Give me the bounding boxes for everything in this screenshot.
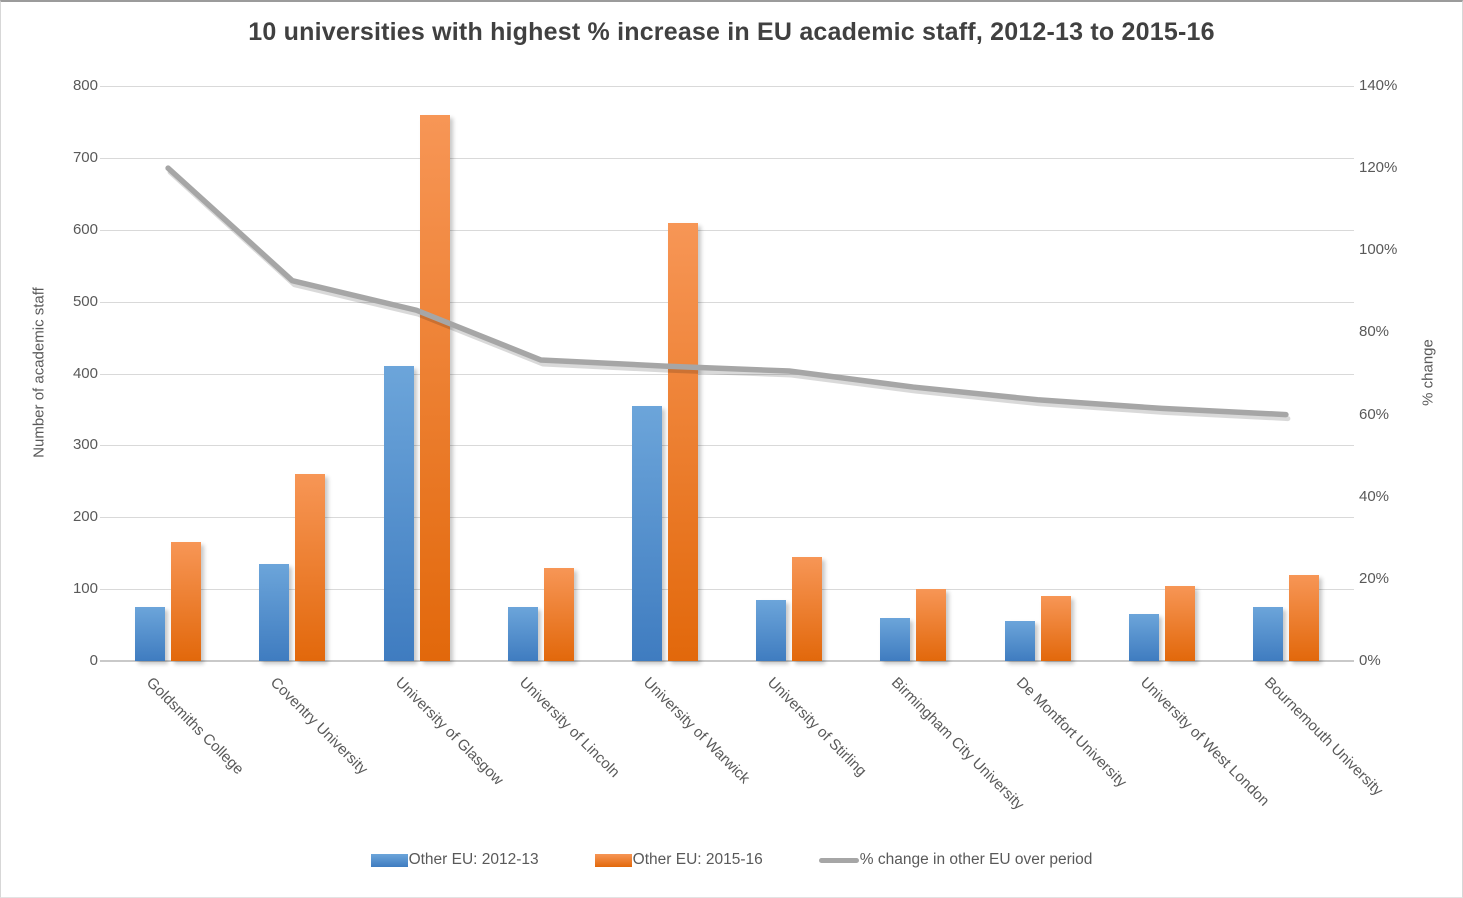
trend-line xyxy=(165,165,1289,418)
category-label-university-of-stirling: University of Stirling xyxy=(764,674,870,780)
x-axis-line xyxy=(100,660,1354,662)
gridline-400 xyxy=(100,373,1354,375)
left-tick-700: 700 xyxy=(72,148,98,166)
category-label-university-of-lincoln: University of Lincoln xyxy=(515,674,623,781)
bar-other-eu-2015-16-university-of-lincoln xyxy=(543,567,574,661)
bar-other-eu-2012-13-bournemouth-university xyxy=(1252,607,1283,661)
right-tick-80pct: 80% xyxy=(1359,323,1390,341)
legend-swatch-other-eu-2015-16 xyxy=(594,853,632,867)
right-tick-140pct: 140% xyxy=(1359,77,1398,94)
category-label-university-of-glasgow: University of Glasgow xyxy=(391,674,507,789)
bar-other-eu-2015-16-de-montfort-university xyxy=(1040,596,1071,661)
category-label-de-montfort-university: De Montfort University xyxy=(1012,674,1130,791)
bar-other-eu-2015-16-bournemouth-university xyxy=(1288,574,1319,661)
bar-other-eu-2015-16-birmingham-city-university xyxy=(916,589,947,661)
right-tick-60pct: 60% xyxy=(1359,405,1390,423)
bar-other-eu-2015-16-university-of-stirling xyxy=(792,556,823,661)
bar-other-eu-2012-13-university-of-west-london xyxy=(1128,614,1159,661)
bar-other-eu-2015-16-university-of-warwick xyxy=(667,222,698,661)
left-tick-300: 300 xyxy=(72,436,98,454)
bar-other-eu-2015-16-goldsmiths-college xyxy=(171,542,202,661)
gridline-600 xyxy=(100,229,1354,231)
chart-title: 10 universities with highest % increase … xyxy=(248,18,1215,46)
legend-item--change-in-other-eu-over-period: % change in other EU over period xyxy=(818,851,1093,869)
right-tick-0pct: 0% xyxy=(1359,652,1381,669)
left-tick-0: 0 xyxy=(89,652,98,669)
legend-item-other-eu-2012-13: Other EU: 2012-13 xyxy=(370,851,539,869)
gridline-500 xyxy=(100,301,1354,303)
legend-label--change-in-other-eu-over-period: % change in other EU over period xyxy=(859,851,1093,868)
left-tick-600: 600 xyxy=(72,220,98,238)
bar-other-eu-2015-16-coventry-university xyxy=(295,474,326,661)
legend-label-other-eu-2012-13: Other EU: 2012-13 xyxy=(408,851,539,868)
bar-other-eu-2015-16-university-of-glasgow xyxy=(419,114,450,661)
legend-swatch-other-eu-2012-13 xyxy=(370,853,408,867)
left-axis-title: Number of academic staff xyxy=(30,286,48,458)
gridline-700 xyxy=(100,157,1354,159)
gridline-100 xyxy=(100,589,1354,591)
right-tick-120pct: 120% xyxy=(1359,159,1398,177)
trend-line-shadow xyxy=(167,169,1291,422)
legend-item-other-eu-2015-16: Other EU: 2015-16 xyxy=(594,851,763,869)
legend: Other EU: 2012-13 Other EU: 2015-16 % chan… xyxy=(1,851,1462,869)
category-label-university-of-warwick: University of Warwick xyxy=(639,674,753,787)
category-label-goldsmiths-college: Goldsmiths College xyxy=(143,674,248,778)
gridline-200 xyxy=(100,517,1354,519)
legend-label-other-eu-2015-16: Other EU: 2015-16 xyxy=(632,851,763,868)
legend-line-swatch xyxy=(818,857,859,863)
right-axis-title: % change xyxy=(1419,338,1437,406)
bar-other-eu-2012-13-university-of-warwick xyxy=(631,405,662,661)
gridline-300 xyxy=(100,445,1354,447)
bar-other-eu-2012-13-de-montfort-university xyxy=(1004,621,1035,661)
left-tick-800: 800 xyxy=(72,77,98,94)
left-tick-200: 200 xyxy=(72,508,98,526)
right-tick-40pct: 40% xyxy=(1359,487,1390,505)
left-tick-400: 400 xyxy=(72,364,98,382)
left-tick-100: 100 xyxy=(72,580,98,598)
bar-other-eu-2012-13-birmingham-city-university xyxy=(880,617,911,661)
gridline-800 xyxy=(100,86,1354,87)
bar-other-eu-2012-13-university-of-glasgow xyxy=(383,366,414,661)
category-label-birmingham-city-university: Birmingham City University xyxy=(888,674,1028,814)
bar-other-eu-2012-13-university-of-lincoln xyxy=(507,607,538,661)
bar-other-eu-2015-16-university-of-west-london xyxy=(1164,585,1195,661)
bar-other-eu-2012-13-coventry-university xyxy=(259,563,290,661)
category-label-university-of-west-london: University of West London xyxy=(1136,674,1273,810)
right-tick-100pct: 100% xyxy=(1359,241,1398,259)
category-label-bournemouth-university: Bournemouth University xyxy=(1260,674,1387,800)
right-tick-20pct: 20% xyxy=(1359,569,1390,587)
bar-other-eu-2012-13-university-of-stirling xyxy=(756,599,787,661)
category-label-coventry-university: Coventry University xyxy=(267,674,372,778)
left-tick-500: 500 xyxy=(72,292,98,310)
bar-other-eu-2012-13-goldsmiths-college xyxy=(135,607,166,661)
